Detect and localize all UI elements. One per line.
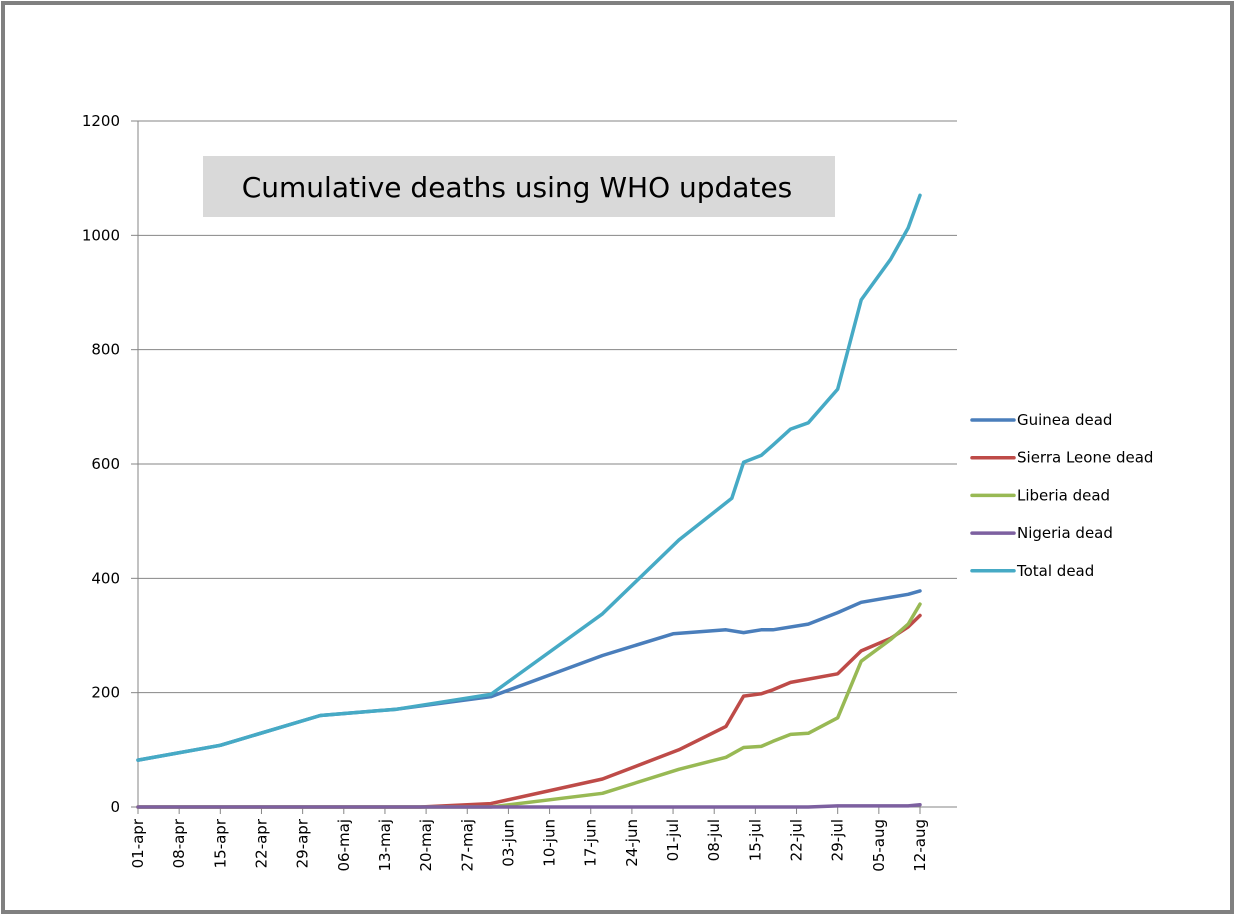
y-tick-label: 400 bbox=[91, 569, 120, 587]
x-tick-label: 29-jul bbox=[829, 819, 847, 861]
title-background bbox=[203, 156, 835, 217]
legend-label: Total dead bbox=[1016, 562, 1094, 580]
y-tick-label: 1000 bbox=[82, 226, 120, 244]
x-tick-label: 08-jul bbox=[705, 819, 723, 861]
series-line-liberia-dead bbox=[136, 602, 922, 809]
legend-item: Sierra Leone dead bbox=[970, 449, 1153, 467]
x-tick-label: 01-apr bbox=[129, 818, 147, 868]
x-tick-label: 03-jun bbox=[499, 819, 517, 867]
legend-item: Total dead bbox=[970, 562, 1094, 580]
x-tick-label: 15-apr bbox=[211, 818, 229, 868]
y-tick-label: 0 bbox=[110, 798, 120, 816]
x-tick-label: 08-apr bbox=[170, 818, 188, 868]
x-tick-label: 10-jun bbox=[541, 819, 559, 867]
chart-title-box: Cumulative deaths using WHO updates bbox=[203, 156, 835, 217]
x-tick-label: 17-jun bbox=[582, 819, 600, 867]
series-line-total-dead bbox=[136, 193, 922, 762]
legend-item: Guinea dead bbox=[970, 411, 1112, 429]
x-tick-label: 01-jul bbox=[664, 819, 682, 861]
legend-item: Nigeria dead bbox=[970, 524, 1113, 542]
chart-title: Cumulative deaths using WHO updates bbox=[242, 171, 793, 204]
legend-label: Liberia dead bbox=[1017, 486, 1110, 504]
gridlines bbox=[138, 120, 957, 694]
legend: Guinea dead Sierra Leone dead Liberia dead… bbox=[970, 411, 1153, 580]
x-tick-label: 12-aug bbox=[911, 819, 929, 872]
legend-label: Sierra Leone dead bbox=[1017, 449, 1153, 467]
x-tick-label: 06-maj bbox=[335, 819, 353, 871]
series-lines bbox=[136, 193, 922, 809]
x-tick-label: 27-maj bbox=[458, 819, 476, 871]
y-tick-label: 200 bbox=[91, 684, 120, 702]
y-tick-label: 800 bbox=[91, 341, 120, 359]
x-tick-label: 22-apr bbox=[252, 818, 270, 868]
axes: 0 200 400 600 800 1000 1200 01-apr 08-apr 15-apr 2… bbox=[82, 112, 957, 872]
x-tick-label: 24-jun bbox=[623, 819, 641, 867]
y-tick-label: 600 bbox=[91, 455, 120, 473]
x-tick-label: 05-aug bbox=[870, 819, 888, 872]
x-tick-label: 13-maj bbox=[376, 819, 394, 871]
y-tick-label: 1200 bbox=[82, 112, 120, 130]
x-tick-label: 22-jul bbox=[788, 819, 806, 861]
legend-label: Nigeria dead bbox=[1017, 524, 1113, 542]
series-line-nigeria-dead bbox=[136, 802, 922, 809]
x-tick-label: 29-apr bbox=[294, 818, 312, 868]
legend-item: Liberia dead bbox=[970, 486, 1110, 504]
legend-label: Guinea dead bbox=[1017, 411, 1112, 429]
x-tick-label: 15-jul bbox=[746, 819, 764, 861]
x-tick-label: 20-maj bbox=[417, 819, 435, 871]
series-line-sierra-leone-dead bbox=[136, 613, 922, 809]
